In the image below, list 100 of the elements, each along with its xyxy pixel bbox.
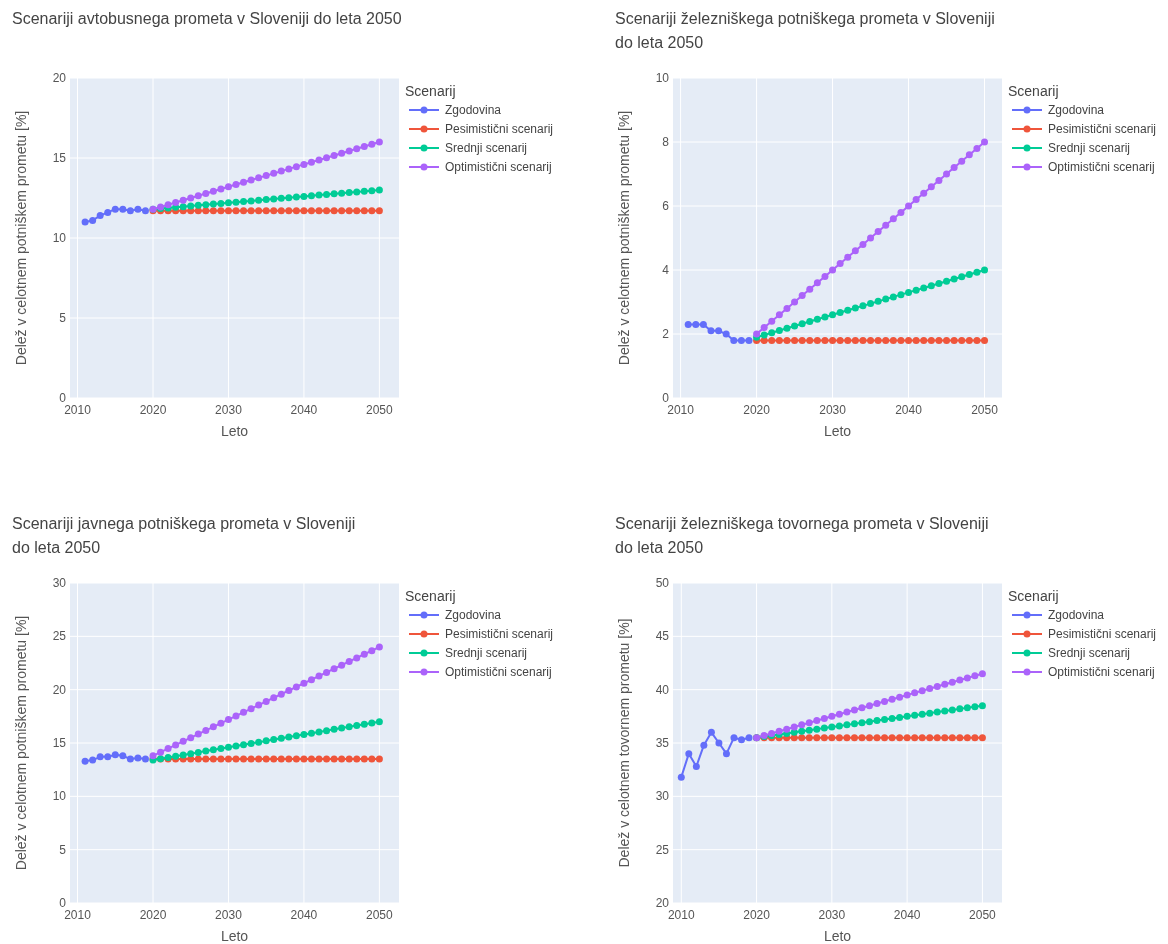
- point: [270, 694, 278, 702]
- point: [775, 336, 783, 344]
- point: [707, 327, 715, 335]
- point: [277, 755, 285, 763]
- point: [948, 678, 956, 686]
- point: [685, 750, 693, 758]
- point: [353, 755, 361, 763]
- point: [981, 138, 989, 146]
- point: [783, 304, 791, 312]
- point: [232, 712, 240, 720]
- point: [164, 745, 172, 753]
- point: [858, 734, 866, 742]
- point: [866, 734, 873, 742]
- point: [699, 320, 707, 328]
- point: [873, 717, 881, 725]
- point: [926, 685, 934, 693]
- point: [187, 734, 195, 742]
- point: [202, 755, 210, 763]
- point: [836, 260, 844, 268]
- point: [768, 336, 776, 344]
- point: [292, 755, 300, 763]
- point: [918, 734, 926, 742]
- point: [820, 724, 828, 732]
- x-tick-label: 2050: [366, 908, 394, 922]
- point: [760, 336, 768, 344]
- legend-title: Scenarij: [405, 83, 456, 99]
- point: [956, 734, 964, 742]
- legend-label: Srednji scenarij: [445, 141, 528, 155]
- legend-label: Srednji scenarij: [1048, 141, 1131, 155]
- x-tick-label: 2010: [64, 908, 92, 922]
- point: [262, 196, 270, 204]
- point: [715, 327, 723, 335]
- point: [715, 739, 723, 747]
- point: [783, 336, 791, 344]
- y-tick-label: 0: [59, 391, 67, 405]
- point: [920, 189, 928, 197]
- x-tick-label: 2010: [667, 403, 695, 417]
- point: [247, 755, 255, 763]
- point: [232, 181, 240, 189]
- point: [927, 183, 935, 191]
- point: [791, 322, 799, 330]
- point: [843, 721, 851, 729]
- point: [323, 668, 331, 676]
- point: [277, 167, 285, 175]
- point: [889, 336, 897, 344]
- point: [368, 207, 376, 215]
- point: [828, 723, 836, 731]
- point: [981, 336, 989, 344]
- point: [813, 336, 821, 344]
- x-tick-label: 2030: [215, 908, 243, 922]
- point: [835, 710, 843, 718]
- point: [292, 683, 300, 691]
- point: [700, 741, 708, 749]
- point: [874, 336, 882, 344]
- point: [345, 147, 353, 155]
- x-tick-label: 2010: [667, 908, 695, 922]
- point: [858, 719, 866, 727]
- point: [911, 689, 919, 697]
- point: [96, 753, 104, 761]
- point: [202, 201, 210, 209]
- point: [943, 277, 951, 285]
- point: [141, 207, 149, 215]
- point: [292, 732, 300, 740]
- point: [209, 200, 217, 208]
- point: [315, 207, 323, 215]
- point: [232, 198, 240, 206]
- point: [375, 718, 383, 726]
- point: [315, 156, 323, 164]
- point: [867, 336, 875, 344]
- point: [843, 708, 851, 716]
- legend-title: Scenarij: [1008, 83, 1059, 99]
- point: [277, 734, 285, 742]
- point: [375, 186, 383, 194]
- point: [707, 728, 715, 736]
- point: [978, 670, 986, 678]
- legend-label: Zgodovina: [1048, 103, 1105, 117]
- point: [209, 187, 217, 195]
- chart-title: Scenariji železniškega potniškega prometa v Sloveniji do leta 2050: [615, 10, 995, 51]
- point: [941, 734, 949, 742]
- point: [858, 704, 866, 712]
- point: [285, 755, 293, 763]
- y-tick-label: 35: [655, 736, 670, 750]
- point: [217, 719, 225, 727]
- point: [224, 207, 232, 215]
- point: [677, 773, 685, 781]
- point: [338, 755, 346, 763]
- point: [81, 218, 89, 226]
- point: [798, 320, 806, 328]
- point: [270, 169, 278, 177]
- point: [958, 157, 966, 165]
- x-tick-label: 2030: [215, 403, 243, 417]
- x-tick-label: 2030: [819, 403, 847, 417]
- x-tick-label: 2030: [818, 908, 846, 922]
- y-tick-label: 50: [655, 576, 670, 590]
- point: [360, 142, 368, 150]
- x-axis-title: Leto: [823, 928, 852, 944]
- y-tick-label: 30: [655, 789, 670, 804]
- point: [903, 734, 911, 742]
- point: [948, 706, 956, 714]
- point: [179, 203, 187, 211]
